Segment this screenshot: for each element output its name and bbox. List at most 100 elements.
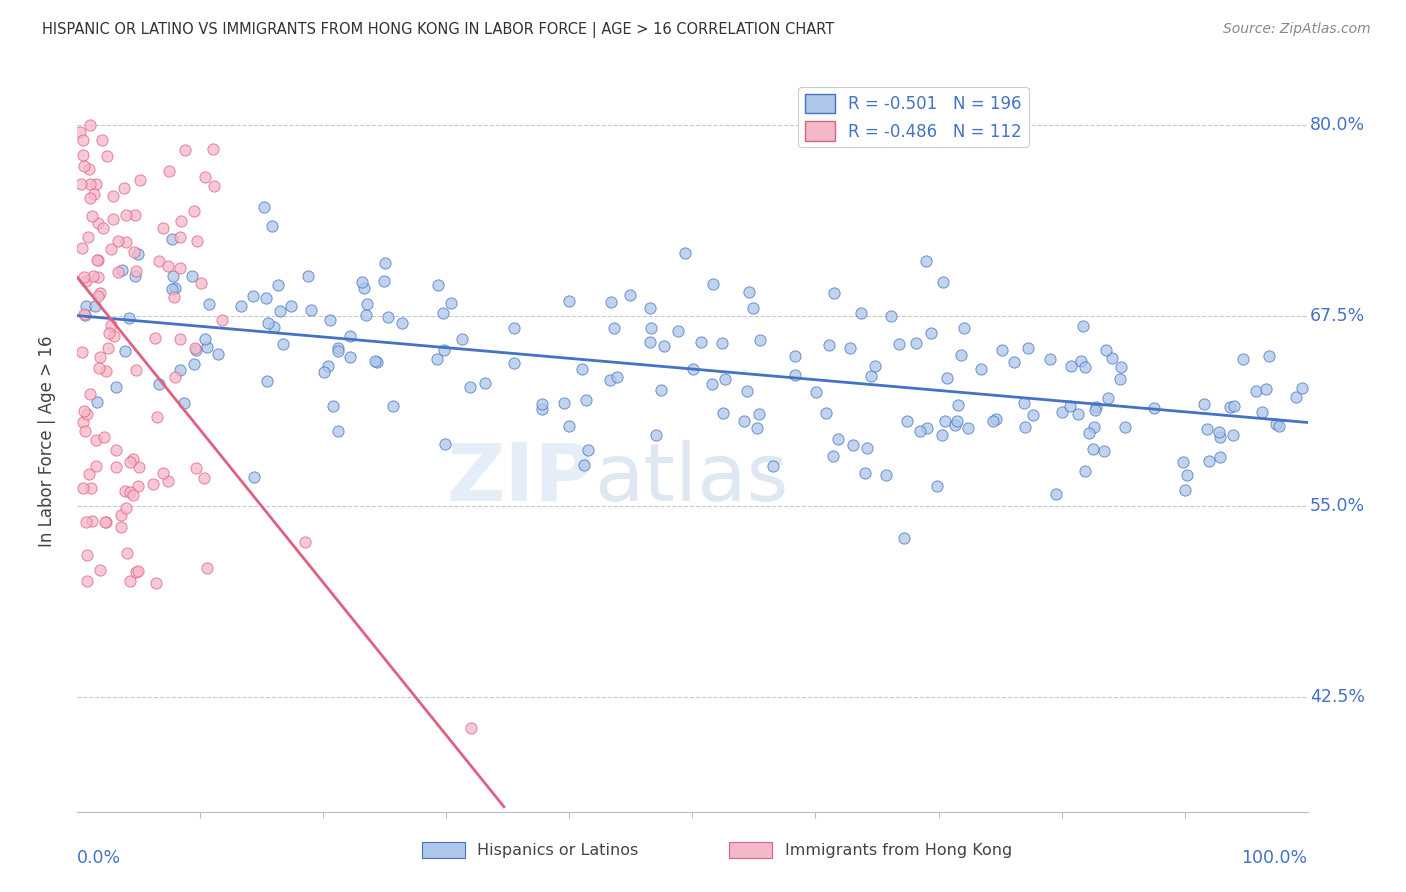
Point: [946, 414, 969, 428]
Point: [96, 515, 118, 529]
Point: [711, 406, 734, 420]
Point: [111, 262, 134, 277]
Point: [72, 481, 94, 495]
Point: [893, 531, 915, 545]
Point: [72, 159, 94, 173]
Text: ZIP: ZIP: [447, 440, 595, 517]
Point: [1244, 384, 1267, 398]
Point: [1014, 396, 1036, 410]
Point: [1197, 422, 1219, 436]
Legend: R = -0.501   N = 196, R = -0.486   N = 112: R = -0.501 N = 196, R = -0.486 N = 112: [799, 87, 1029, 147]
Point: [738, 285, 761, 300]
Point: [79, 178, 101, 192]
Point: [112, 181, 135, 195]
Point: [356, 297, 378, 311]
Text: Source: ZipAtlas.com: Source: ZipAtlas.com: [1223, 22, 1371, 37]
Point: [194, 332, 217, 346]
Point: [76, 574, 98, 589]
Point: [1109, 360, 1132, 375]
Point: [170, 213, 193, 227]
Point: [434, 437, 457, 451]
Point: [87, 216, 110, 230]
Point: [76, 548, 98, 562]
Point: [152, 221, 174, 235]
Point: [163, 281, 186, 295]
Point: [83, 299, 105, 313]
Point: [101, 189, 124, 203]
Point: [950, 348, 973, 362]
Point: [183, 203, 205, 218]
Point: [823, 286, 845, 301]
Point: [105, 380, 128, 394]
Point: [817, 338, 839, 352]
Text: 67.5%: 67.5%: [1310, 307, 1365, 325]
Point: [827, 432, 849, 446]
Point: [1223, 399, 1246, 413]
Point: [84, 433, 107, 447]
Point: [821, 450, 844, 464]
Point: [1014, 419, 1036, 434]
Point: [105, 442, 128, 457]
Text: Hispanics or Latinos: Hispanics or Latinos: [477, 843, 638, 858]
Point: [93, 430, 115, 444]
Point: [107, 265, 129, 279]
Point: [1254, 382, 1277, 396]
Point: [184, 341, 207, 355]
Point: [745, 421, 768, 435]
Point: [503, 356, 526, 370]
Point: [1039, 352, 1062, 367]
Point: [1021, 408, 1043, 422]
Point: [93, 515, 115, 529]
Point: [735, 384, 758, 399]
Point: [186, 234, 208, 248]
Point: [638, 334, 661, 349]
Point: [82, 268, 104, 283]
Point: [146, 410, 169, 425]
Point: [73, 404, 96, 418]
Point: [73, 424, 96, 438]
Point: [105, 460, 128, 475]
Point: [80, 210, 103, 224]
Point: [75, 308, 97, 322]
Point: [86, 253, 108, 268]
Point: [748, 407, 770, 421]
Point: [917, 421, 939, 435]
Point: [1222, 428, 1244, 442]
Point: [173, 396, 195, 410]
Point: [783, 349, 806, 363]
Point: [1083, 420, 1105, 434]
Point: [122, 245, 145, 260]
Point: [322, 399, 344, 413]
Point: [117, 546, 139, 560]
Point: [558, 419, 581, 434]
Point: [530, 401, 553, 416]
Point: [127, 564, 149, 578]
Point: [853, 466, 876, 480]
Point: [69, 125, 91, 139]
Point: [1219, 400, 1241, 414]
Point: [652, 339, 675, 353]
Point: [118, 574, 141, 588]
Point: [908, 425, 931, 439]
Point: [952, 321, 974, 335]
Point: [72, 307, 94, 321]
Point: [576, 443, 599, 458]
Point: [195, 340, 218, 354]
Point: [163, 370, 186, 384]
Point: [842, 438, 865, 452]
Point: [474, 376, 496, 391]
Text: HISPANIC OR LATINO VS IMMIGRANTS FROM HONG KONG IN LABOR FORCE | AGE > 16 CORREL: HISPANIC OR LATINO VS IMMIGRANTS FROM HO…: [42, 22, 834, 38]
Point: [373, 274, 395, 288]
Text: 0.0%: 0.0%: [77, 849, 121, 867]
Point: [381, 400, 404, 414]
Point: [76, 407, 98, 421]
Point: [79, 118, 101, 132]
Point: [97, 341, 120, 355]
Point: [1084, 402, 1107, 417]
Point: [160, 232, 183, 246]
Point: [619, 288, 641, 302]
Point: [256, 316, 278, 330]
Point: [197, 297, 219, 311]
Point: [253, 200, 276, 214]
Point: [806, 385, 828, 400]
